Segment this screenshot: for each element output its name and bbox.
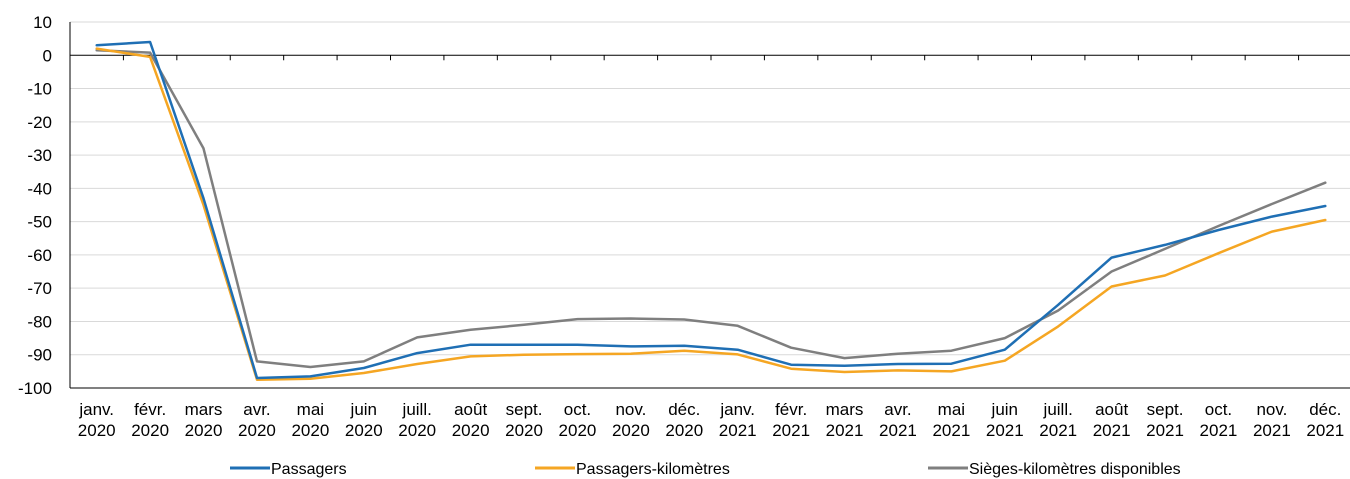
x-tick-label-month: avr. [243, 400, 270, 419]
y-tick-label: -10 [27, 80, 52, 99]
y-axis-ticks: 10 0 -10 -20 -30 -40 -50 -60 -70 -80 -90 -100 [18, 13, 52, 398]
x-tick-label-month: mars [185, 400, 223, 419]
x-axis: janv. 2020 févr. 2020 mars 2020 avr. 2020 mai 202… [69, 22, 1350, 440]
x-tick-label-month: déc. [668, 400, 700, 419]
x-tick-label-month: mai [297, 400, 324, 419]
y-tick-label: -90 [27, 346, 52, 365]
series-line-2 [95, 49, 1327, 369]
x-tick-label-year: 2021 [1146, 421, 1184, 440]
y-tick-label: -40 [27, 179, 52, 198]
x-tick-label-year: 2021 [772, 421, 810, 440]
x-tick-label-month: juin [991, 400, 1018, 419]
x-tick-label-month: sept. [1147, 400, 1184, 419]
legend: Passagers Passagers-kilomètres Sièges-kilo… [230, 461, 1181, 478]
x-tick-label-year: 2020 [398, 421, 436, 440]
y-tick-label: 0 [43, 46, 52, 65]
x-tick-label-month: déc. [1309, 400, 1341, 419]
series-lines [95, 40, 1327, 381]
y-tick-label: -60 [27, 246, 52, 265]
y-tick-label: -100 [18, 379, 52, 398]
x-tick-label-year: 2021 [932, 421, 970, 440]
x-tick-label-month: nov. [1256, 400, 1287, 419]
x-tick-label-year: 2020 [505, 421, 543, 440]
legend-label: Passagers-kilomètres [576, 461, 730, 478]
x-tick-label-month: août [1095, 400, 1128, 419]
series-line-0 [95, 40, 1327, 380]
legend-item: Passagers-kilomètres [535, 461, 730, 478]
x-tick-label-year: 2020 [665, 421, 703, 440]
x-tick-label-year: 2020 [291, 421, 329, 440]
x-tick-label-year: 2020 [131, 421, 169, 440]
x-tick-label-month: mars [826, 400, 864, 419]
x-tick-label-month: nov. [615, 400, 646, 419]
x-tick-label-month: janv. [78, 400, 114, 419]
x-tick-label-year: 2020 [238, 421, 276, 440]
series-line-1 [95, 47, 1327, 381]
x-tick-label-year: 2020 [345, 421, 383, 440]
x-tick-label-month: oct. [1205, 400, 1232, 419]
x-tick-label-year: 2021 [1253, 421, 1291, 440]
x-tick-label-month: juill. [402, 400, 432, 419]
x-tick-label-year: 2021 [879, 421, 917, 440]
x-tick-label-year: 2021 [719, 421, 757, 440]
x-tick-label-year: 2020 [78, 421, 116, 440]
x-tick-label-month: févr. [775, 400, 807, 419]
x-tick-label-year: 2020 [612, 421, 650, 440]
y-tick-label: -70 [27, 279, 52, 298]
x-tick-label-month: sept. [506, 400, 543, 419]
x-tick-label-month: janv. [719, 400, 755, 419]
x-tick-label-month: oct. [564, 400, 591, 419]
x-tick-label-year: 2021 [1200, 421, 1238, 440]
legend-label: Sièges-kilomètres disponibles [969, 461, 1181, 478]
x-tick-label-month: avr. [884, 400, 911, 419]
x-tick-label-month: mai [938, 400, 965, 419]
y-tick-label: 10 [33, 13, 52, 32]
x-tick-label-year: 2021 [1306, 421, 1344, 440]
gridlines [70, 21, 1350, 389]
legend-label: Passagers [271, 461, 347, 478]
y-tick-label: -50 [27, 213, 52, 232]
y-tick-label: -30 [27, 146, 52, 165]
y-tick-label: -20 [27, 113, 52, 132]
legend-item: Passagers [230, 461, 347, 478]
x-tick-label-year: 2020 [559, 421, 597, 440]
y-tick-label: -80 [27, 312, 52, 331]
x-tick-label-month: févr. [134, 400, 166, 419]
x-tick-label-year: 2020 [185, 421, 223, 440]
x-tick-label-year: 2020 [452, 421, 490, 440]
x-tick-label-month: juill. [1043, 400, 1073, 419]
x-tick-label-month: juin [350, 400, 377, 419]
legend-item: Sièges-kilomètres disponibles [928, 461, 1181, 478]
x-tick-label-year: 2021 [1039, 421, 1077, 440]
x-tick-label-month: août [454, 400, 487, 419]
x-tick-label-year: 2021 [826, 421, 864, 440]
x-tick-label-year: 2021 [1093, 421, 1131, 440]
x-tick-label-year: 2021 [986, 421, 1024, 440]
